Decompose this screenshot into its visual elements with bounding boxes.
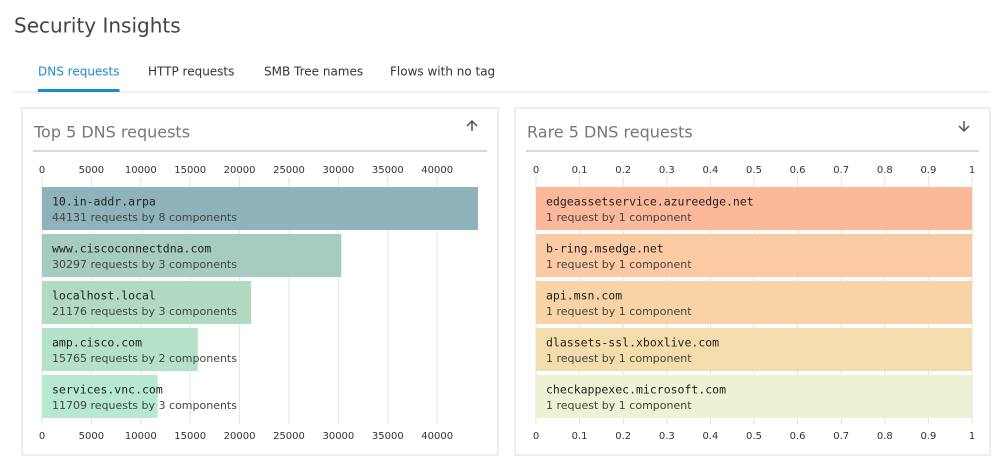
bar-label: 30297 requests by 3 components — [52, 258, 237, 271]
x-tick-label: 0.6 — [790, 165, 806, 176]
bar-label: 44131 requests by 8 components — [52, 211, 237, 224]
bar — [42, 328, 198, 371]
x-tick-label: 0.9 — [920, 431, 936, 442]
x-tick-label: 10000 — [125, 431, 157, 442]
x-tick-label: 0 — [39, 165, 45, 176]
x-tick-label: 0.8 — [877, 165, 893, 176]
page-title: Security Insights — [14, 14, 181, 38]
bar-label: 1 request by 1 component — [546, 305, 692, 318]
x-tick-label: 20000 — [224, 165, 256, 176]
panel-title: Rare 5 DNS requests — [527, 123, 693, 142]
x-tick-label: 0.3 — [659, 165, 675, 176]
x-tick-label: 0.4 — [702, 431, 718, 442]
sort-icon[interactable] — [466, 119, 478, 131]
x-tick-label: 0 — [533, 165, 539, 176]
bar — [42, 187, 478, 230]
tab[interactable]: HTTP requests — [148, 65, 234, 79]
x-tick-label: 0.5 — [746, 431, 762, 442]
x-tick-label: 0.6 — [790, 431, 806, 442]
x-tick-label: 0.2 — [615, 431, 631, 442]
bar-label: 21176 requests by 3 components — [52, 305, 237, 318]
bar — [536, 375, 972, 418]
x-tick-label: 15000 — [174, 431, 206, 442]
bar-category: 10.in-addr.arpa — [52, 195, 156, 209]
tab[interactable]: SMB Tree names — [264, 65, 363, 79]
x-tick-label: 25000 — [273, 431, 305, 442]
x-tick-label: 40000 — [421, 431, 453, 442]
sort-icon[interactable] — [958, 121, 970, 133]
bar-label: 1 request by 1 component — [546, 258, 692, 271]
bar — [536, 187, 972, 230]
x-tick-label: 20000 — [224, 431, 256, 442]
x-tick-label: 0.9 — [920, 165, 936, 176]
bar-category: localhost.local — [52, 289, 156, 303]
bar — [536, 281, 972, 324]
bar — [42, 234, 342, 277]
x-tick-label: 40000 — [421, 165, 453, 176]
bar-category: checkappexec.microsoft.com — [546, 383, 726, 397]
x-tick-label: 35000 — [372, 165, 404, 176]
bar — [42, 375, 158, 418]
x-tick-label: 0.4 — [702, 165, 718, 176]
bar-label: 11709 requests by 3 components — [52, 399, 237, 412]
tab-underline — [38, 89, 120, 92]
x-tick-label: 5000 — [79, 165, 104, 176]
tab[interactable]: DNS requests — [38, 65, 120, 79]
bar-label: 1 request by 1 component — [546, 399, 692, 412]
x-tick-label: 0.7 — [833, 431, 849, 442]
x-tick-label: 0.3 — [659, 431, 675, 442]
x-tick-label: 1 — [969, 431, 975, 442]
x-tick-label: 15000 — [174, 165, 206, 176]
x-tick-label: 0.5 — [746, 165, 762, 176]
x-tick-label: 0.1 — [572, 165, 588, 176]
x-tick-label: 0 — [533, 431, 539, 442]
bar-category: www.ciscoconnectdna.com — [52, 242, 211, 256]
tab[interactable]: Flows with no tag — [390, 65, 495, 79]
bar — [536, 328, 972, 371]
x-tick-label: 0.8 — [877, 431, 893, 442]
bar-category: b-ring.msedge.net — [546, 242, 664, 256]
bar-label: 1 request by 1 component — [546, 352, 692, 365]
x-tick-label: 5000 — [79, 431, 104, 442]
bar-category: services.vnc.com — [52, 383, 163, 397]
x-tick-label: 25000 — [273, 165, 305, 176]
x-tick-label: 0.1 — [572, 431, 588, 442]
bar — [42, 281, 252, 324]
x-tick-label: 10000 — [125, 165, 157, 176]
bar-label: 15765 requests by 2 components — [52, 352, 237, 365]
panel-title: Top 5 DNS requests — [33, 123, 190, 142]
bar-category: edgeassetservice.azureedge.net — [546, 195, 754, 209]
x-tick-label: 35000 — [372, 431, 404, 442]
bar-label: 1 request by 1 component — [546, 211, 692, 224]
x-tick-label: 30000 — [322, 431, 354, 442]
bar-category: amp.cisco.com — [52, 336, 142, 350]
x-tick-label: 0 — [39, 431, 45, 442]
x-tick-label: 0.7 — [833, 165, 849, 176]
bar-category: api.msn.com — [546, 289, 622, 303]
x-tick-label: 30000 — [322, 165, 354, 176]
x-tick-label: 0.2 — [615, 165, 631, 176]
bar — [536, 234, 972, 277]
bar-category: dlassets-ssl.xboxlive.com — [546, 336, 719, 350]
x-tick-label: 1 — [969, 165, 975, 176]
